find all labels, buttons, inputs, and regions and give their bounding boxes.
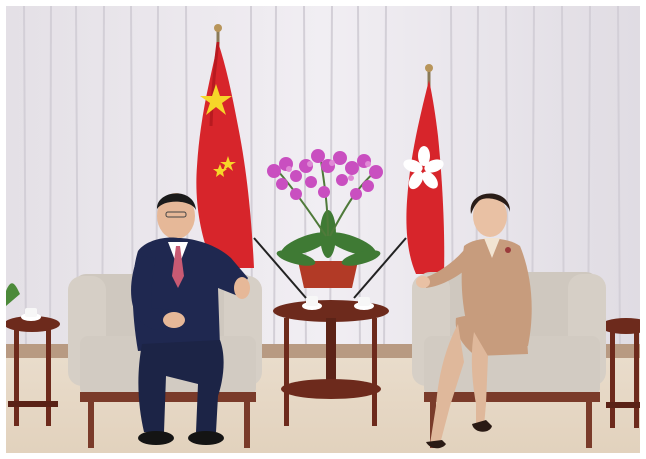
meeting-scene bbox=[6, 6, 640, 453]
small-plant bbox=[6, 283, 20, 306]
side-table-left bbox=[6, 308, 60, 426]
orchid-arrangement bbox=[267, 149, 383, 288]
photo bbox=[6, 6, 640, 453]
side-table-right bbox=[600, 318, 640, 428]
person-woman bbox=[416, 193, 532, 449]
person-man bbox=[131, 193, 250, 445]
center-table bbox=[253, 237, 407, 426]
